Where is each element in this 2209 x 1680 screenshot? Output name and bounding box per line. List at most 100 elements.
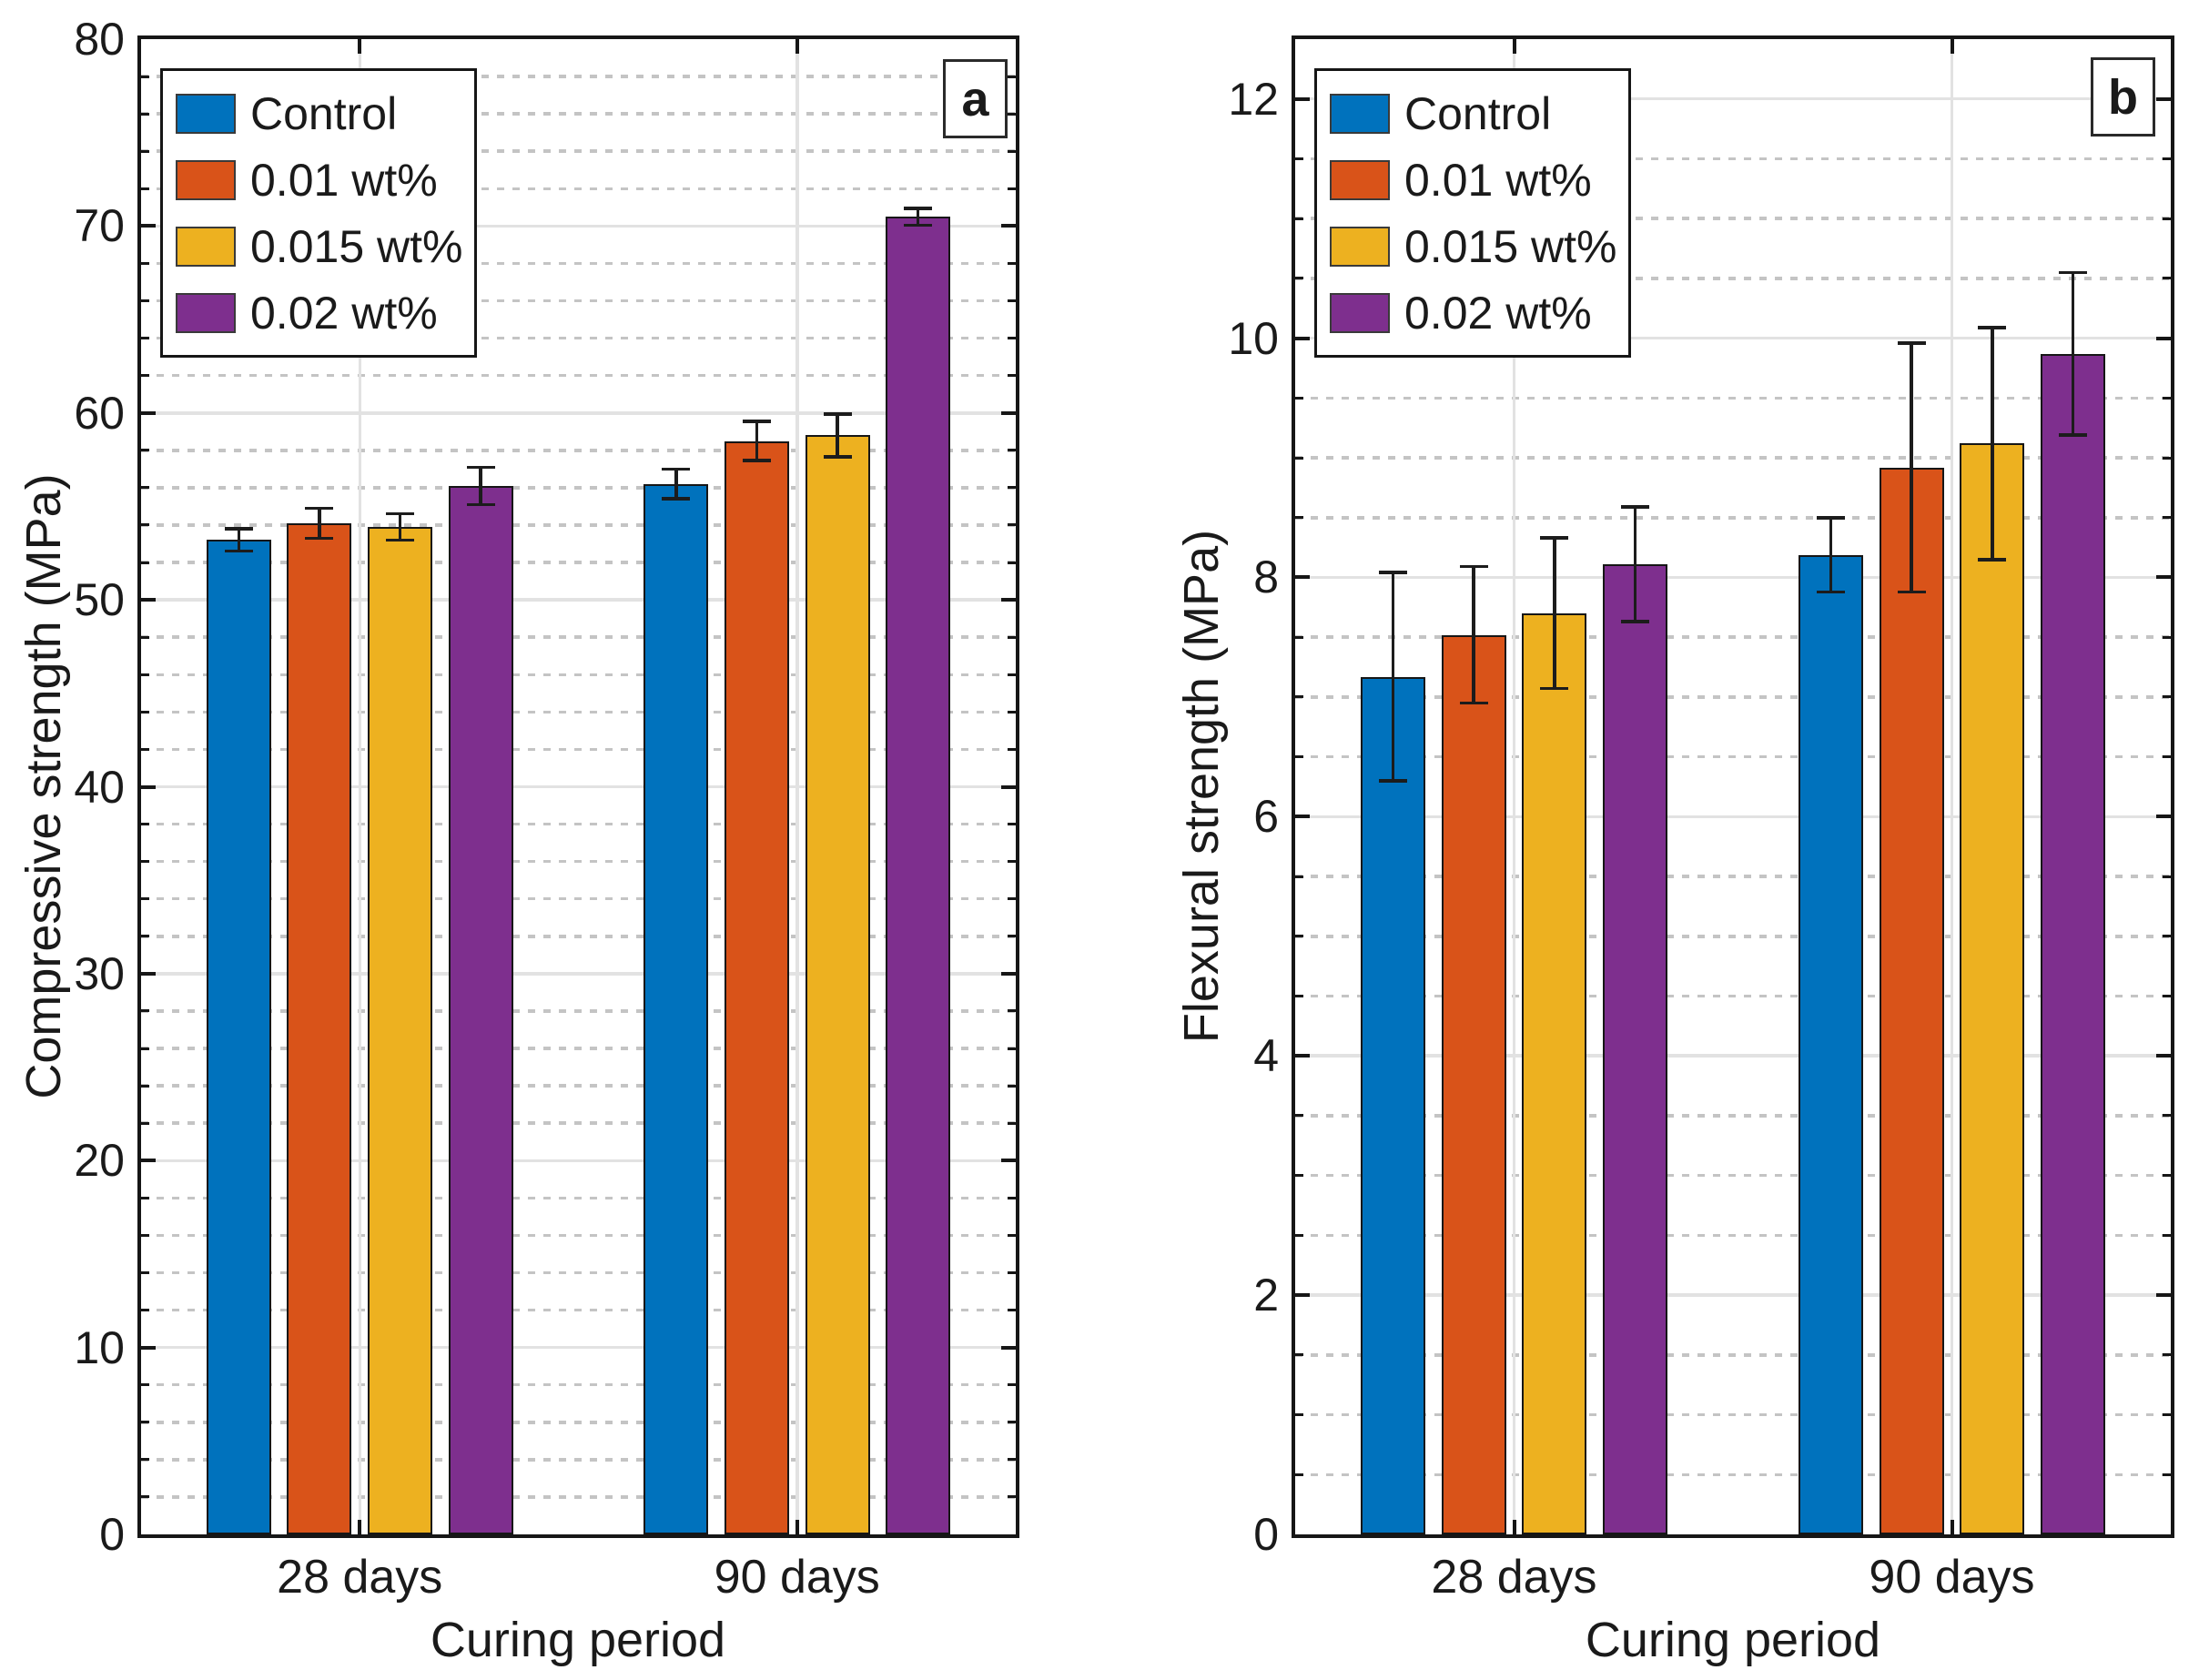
y-tick-label: 30	[74, 947, 125, 999]
gridline-minor	[141, 1382, 1016, 1387]
y-major-tick-right	[1001, 784, 1016, 789]
y-major-tick-left	[1295, 336, 1310, 340]
legend-label: 0.01 wt%	[1404, 154, 1592, 206]
gridline-minor	[141, 935, 1016, 938]
y-major-tick-right	[2156, 1054, 2171, 1058]
error-bar-line	[237, 529, 241, 552]
error-bar-cap-bottom	[1817, 590, 1846, 593]
y-major-tick-right	[1001, 410, 1016, 415]
y-minor-tick-left	[141, 823, 149, 826]
x-tick-bottom	[1950, 1520, 1954, 1534]
legend-item: Control	[176, 80, 461, 147]
y-minor-tick-left	[141, 1270, 149, 1274]
gridline-minor	[1295, 1233, 2171, 1238]
y-major-tick-left	[141, 784, 156, 789]
y-tick-label: 8	[1253, 552, 1279, 603]
gridline-major	[1295, 575, 2171, 580]
error-bar-cap-bottom	[466, 502, 495, 507]
legend-swatch	[1330, 159, 1390, 200]
legend-item: 0.02 wt%	[1330, 279, 1616, 346]
gridline-minor	[141, 710, 1016, 714]
x-axis-title-a: Curing period	[430, 1613, 726, 1667]
y-minor-tick-left	[1295, 1473, 1303, 1476]
y-tick-label: 10	[1228, 312, 1279, 364]
y-major-tick-right	[2156, 815, 2171, 819]
gridline-minor	[141, 261, 1016, 266]
y-minor-tick-left	[1295, 995, 1303, 998]
gridline-vertical	[1512, 39, 1516, 1534]
gridline-minor	[1295, 875, 2171, 878]
error-bar-cap-bottom	[823, 455, 852, 459]
panel-letter-b: b	[2108, 69, 2138, 125]
bar-0-01-wt-	[287, 522, 352, 1534]
y-minor-tick-right	[1008, 187, 1016, 190]
y-minor-tick-right	[2163, 1233, 2171, 1237]
y-major-tick-left	[141, 410, 156, 415]
gridline-vertical	[358, 39, 361, 1534]
y-minor-tick-right	[1008, 1383, 1016, 1387]
y-minor-tick-left	[141, 1009, 149, 1013]
y-minor-tick-left	[141, 1495, 149, 1499]
y-minor-tick-right	[1008, 1458, 1016, 1462]
x-axis-title-b: Curing period	[1585, 1613, 1881, 1667]
gridline-minor	[1295, 1412, 2171, 1417]
y-minor-tick-right	[1008, 1121, 1016, 1125]
y-axis-title-flexural: Flexural strength (MPa)	[1174, 529, 1229, 1044]
y-minor-tick-left	[141, 523, 149, 527]
legend-item: Control	[1330, 80, 1616, 147]
y-minor-tick-right	[2163, 1473, 2171, 1476]
y-minor-tick-left	[1295, 277, 1303, 280]
y-minor-tick-right	[2163, 875, 2171, 878]
legend-item: 0.01 wt%	[1330, 147, 1616, 213]
y-minor-tick-left	[141, 1309, 149, 1312]
y-minor-tick-left	[141, 374, 149, 378]
y-tick-label: 60	[74, 387, 125, 439]
y-minor-tick-right	[2163, 396, 2171, 400]
error-bar-cap-bottom	[1379, 779, 1408, 783]
error-bar-line	[1633, 506, 1637, 622]
error-bar-cap-top	[466, 465, 495, 470]
gridline-minor	[141, 1495, 1016, 1499]
gridline-minor	[141, 149, 1016, 153]
error-bar-line	[1991, 327, 1994, 560]
y-minor-tick-right	[1008, 374, 1016, 378]
error-bar-cap-top	[662, 467, 691, 471]
gridline-minor	[141, 1270, 1016, 1275]
error-bar-line	[318, 508, 321, 539]
y-tick-label: 12	[1228, 73, 1279, 125]
gridline-vertical	[795, 39, 799, 1534]
gridline-minor	[1295, 935, 2171, 938]
error-bar-line	[1910, 342, 1913, 592]
y-minor-tick-right	[2163, 635, 2171, 639]
y-minor-tick-right	[1008, 823, 1016, 826]
y-minor-tick-right	[2163, 695, 2171, 699]
y-minor-tick-right	[1008, 1009, 1016, 1013]
x-tick-label: 90 days	[1869, 1551, 2035, 1604]
x-tick-top	[795, 39, 799, 54]
y-major-tick-left	[141, 1345, 156, 1350]
gridline-major	[141, 1345, 1016, 1350]
y-major-tick-right	[2156, 575, 2171, 580]
bar-0-02-wt-	[886, 217, 951, 1534]
gridline-minor	[141, 187, 1016, 191]
y-minor-tick-right	[1008, 1233, 1016, 1237]
y-minor-tick-left	[141, 635, 149, 639]
y-minor-tick-left	[141, 337, 149, 340]
y-minor-tick-left	[1295, 1174, 1303, 1178]
plot-area-compressive	[137, 35, 1019, 1538]
y-tick-label: 4	[1253, 1030, 1279, 1082]
y-minor-tick-left	[1295, 755, 1303, 759]
y-minor-tick-right	[1008, 1084, 1016, 1088]
error-bar-cap-bottom	[1620, 620, 1649, 623]
gridline-minor	[141, 561, 1016, 564]
y-minor-tick-right	[1008, 897, 1016, 901]
bar-0-02-wt-	[448, 485, 513, 1534]
gridline-minor	[1295, 456, 2171, 460]
error-bar-cap-top	[742, 420, 771, 423]
error-bar-cap-top	[1978, 326, 2007, 329]
y-major-tick-right	[2156, 96, 2171, 101]
y-minor-tick-left	[141, 897, 149, 901]
y-minor-tick-right	[1008, 710, 1016, 713]
y-minor-tick-right	[1008, 747, 1016, 751]
error-bar-cap-top	[904, 207, 933, 210]
